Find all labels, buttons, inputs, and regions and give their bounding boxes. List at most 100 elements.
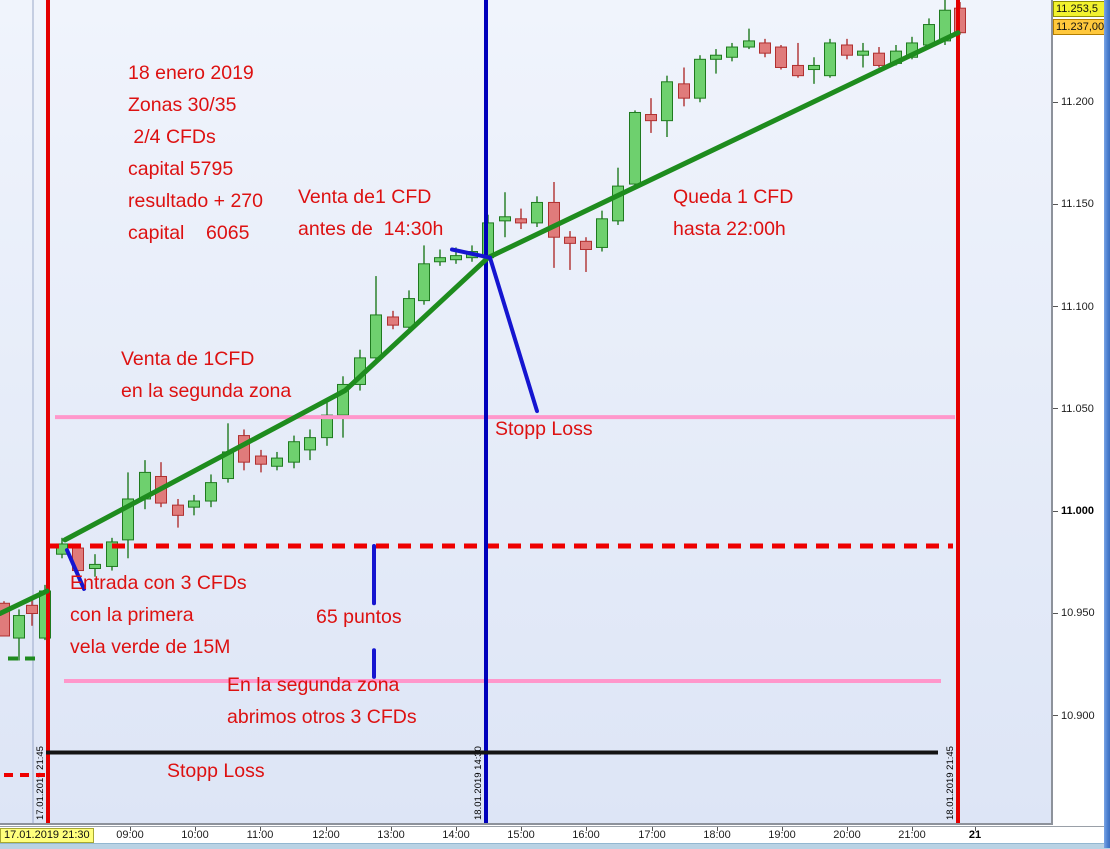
time-tick-label: 09:00 bbox=[116, 829, 144, 841]
price-tick-11.150: 11.150 bbox=[1053, 197, 1094, 211]
time-tick-label: 15:00 bbox=[507, 829, 535, 841]
chart-annotation-text[interactable]: capital 5795 bbox=[128, 158, 233, 180]
time-tick-label: 17:00 bbox=[638, 829, 666, 841]
chart-plot-area[interactable]: 17.01.2019 21:45 18.01.2019 14:30 18.01.20… bbox=[0, 0, 1053, 825]
price-tick-label: 11.000 bbox=[1061, 505, 1095, 518]
price-tick-11.050: 11.050 bbox=[1053, 402, 1094, 416]
price-tick-label: 10.950 bbox=[1061, 607, 1095, 620]
candle bbox=[824, 42, 836, 77]
candle bbox=[808, 64, 820, 71]
event-vline-date-label: 18.01.2019 14:30 bbox=[473, 746, 484, 820]
pointer-line[interactable] bbox=[450, 247, 492, 260]
time-tick-label: 20:00 bbox=[833, 829, 861, 841]
tick-mark bbox=[1053, 306, 1058, 308]
time-tick-label: 13:00 bbox=[377, 829, 405, 841]
chart-annotation-text[interactable]: Venta de 1CFD bbox=[121, 348, 254, 370]
candle bbox=[450, 255, 462, 261]
candle bbox=[923, 24, 935, 46]
candle bbox=[694, 58, 706, 99]
candle bbox=[792, 64, 804, 77]
time-tick-mark bbox=[782, 827, 783, 831]
candle bbox=[403, 298, 415, 328]
chart-annotation-text[interactable]: 2/4 CFDs bbox=[128, 126, 216, 148]
chart-annotation-text[interactable]: Stopp Loss bbox=[167, 760, 265, 782]
chart-annotation-text[interactable]: En la segunda zona bbox=[227, 674, 400, 696]
trend-line[interactable] bbox=[62, 30, 961, 543]
price-tick-10.950: 10.950 bbox=[1053, 606, 1095, 620]
chart-annotation-text[interactable]: Venta de1 CFD bbox=[298, 186, 431, 208]
time-tick-label: 12:00 bbox=[312, 829, 340, 841]
price-tick-label: 11.100 bbox=[1061, 300, 1094, 313]
chart-annotation-text[interactable]: 65 puntos bbox=[316, 606, 402, 628]
price-tick-label: 11.150 bbox=[1061, 198, 1094, 211]
time-tick-mark bbox=[912, 827, 913, 831]
time-tick-label: 21:00 bbox=[898, 829, 926, 841]
candle bbox=[548, 201, 560, 238]
price-tick-11.000: 11.000 bbox=[1053, 504, 1094, 518]
chart-annotation-text[interactable]: hasta 22:00h bbox=[673, 218, 786, 240]
candle bbox=[89, 563, 101, 570]
candle bbox=[370, 314, 382, 359]
chart-annotation-text[interactable]: abrimos otros 3 CFDs bbox=[227, 706, 417, 728]
time-tick-mark bbox=[975, 827, 976, 831]
time-tick-mark bbox=[586, 827, 587, 831]
price-tag-high: 11.253,5 bbox=[1053, 1, 1106, 17]
chart-annotation-text[interactable]: en la segunda zona bbox=[121, 380, 291, 402]
candle bbox=[661, 81, 673, 122]
chart-annotation-text[interactable]: con la primera bbox=[70, 604, 194, 626]
session-start-tag: 17.01.2019 21:30 bbox=[0, 828, 94, 843]
price-axis[interactable]: 11.253,5 11.237,00 11.200 11.150 11.100 11.… bbox=[1053, 0, 1106, 824]
candle bbox=[841, 44, 853, 56]
candle bbox=[13, 615, 25, 639]
chart-annotation-text[interactable]: Stopp Loss bbox=[495, 418, 593, 440]
chart-annotation-text[interactable]: resultado + 270 bbox=[128, 190, 263, 212]
candle bbox=[515, 218, 527, 224]
tick-mark bbox=[1053, 203, 1058, 205]
time-tick-mark bbox=[195, 827, 196, 831]
event-vline-date-label: 17.01.2019 21:45 bbox=[35, 746, 46, 820]
candle bbox=[26, 604, 38, 614]
price-tag-last: 11.237,00 bbox=[1053, 19, 1106, 35]
chart-annotation-text[interactable]: antes de 14:30h bbox=[298, 218, 443, 240]
candle bbox=[321, 414, 333, 439]
chart-annotation-text[interactable]: 18 enero 2019 bbox=[128, 62, 254, 84]
candle bbox=[726, 46, 738, 58]
time-axis[interactable]: 17.01.2019 21:30 09:00 10:00 11:00 12:00 13:… bbox=[0, 826, 1104, 843]
candle bbox=[418, 263, 430, 302]
time-tick-mark bbox=[391, 827, 392, 831]
tick-mark bbox=[1053, 715, 1058, 717]
price-tick-11.200: 11.200 bbox=[1053, 95, 1094, 109]
time-tick-mark bbox=[130, 827, 131, 831]
chart-annotation-text[interactable]: Entrada con 3 CFDs bbox=[70, 572, 247, 594]
time-tick-label: 19:00 bbox=[768, 829, 796, 841]
chart-annotation-text[interactable]: vela verde de 15M bbox=[70, 636, 230, 658]
tick-mark bbox=[1053, 101, 1058, 103]
price-tick-label: 11.200 bbox=[1061, 96, 1094, 109]
candle bbox=[629, 111, 641, 185]
chart-annotation-text[interactable]: capital 6065 bbox=[128, 222, 250, 244]
pointer-line[interactable] bbox=[488, 255, 539, 414]
candle bbox=[759, 42, 771, 54]
candle bbox=[106, 541, 118, 567]
candle bbox=[710, 54, 722, 60]
price-tick-label: 10.900 bbox=[1061, 709, 1095, 722]
candle bbox=[645, 114, 657, 122]
candle bbox=[873, 52, 885, 66]
candle bbox=[205, 482, 217, 502]
candle bbox=[678, 83, 690, 99]
time-tick-label: 16:00 bbox=[572, 829, 600, 841]
chart-annotation-text[interactable]: Queda 1 CFD bbox=[673, 186, 793, 208]
time-tick-mark bbox=[456, 827, 457, 831]
candlestick-chart: 17.01.2019 21:45 18.01.2019 14:30 18.01.20… bbox=[0, 0, 966, 823]
candle bbox=[499, 216, 511, 222]
candle bbox=[271, 457, 283, 467]
chart-annotation-text[interactable]: Zonas 30/35 bbox=[128, 94, 237, 116]
time-tick-mark bbox=[717, 827, 718, 831]
candle bbox=[188, 500, 200, 508]
event-vline-date-label: 18.01.2019 21:45 bbox=[945, 746, 956, 820]
pointer-line[interactable] bbox=[65, 548, 86, 591]
trend-line[interactable] bbox=[0, 588, 50, 616]
candle bbox=[434, 257, 446, 263]
time-tick-label: 10:00 bbox=[181, 829, 209, 841]
candle bbox=[337, 383, 349, 416]
